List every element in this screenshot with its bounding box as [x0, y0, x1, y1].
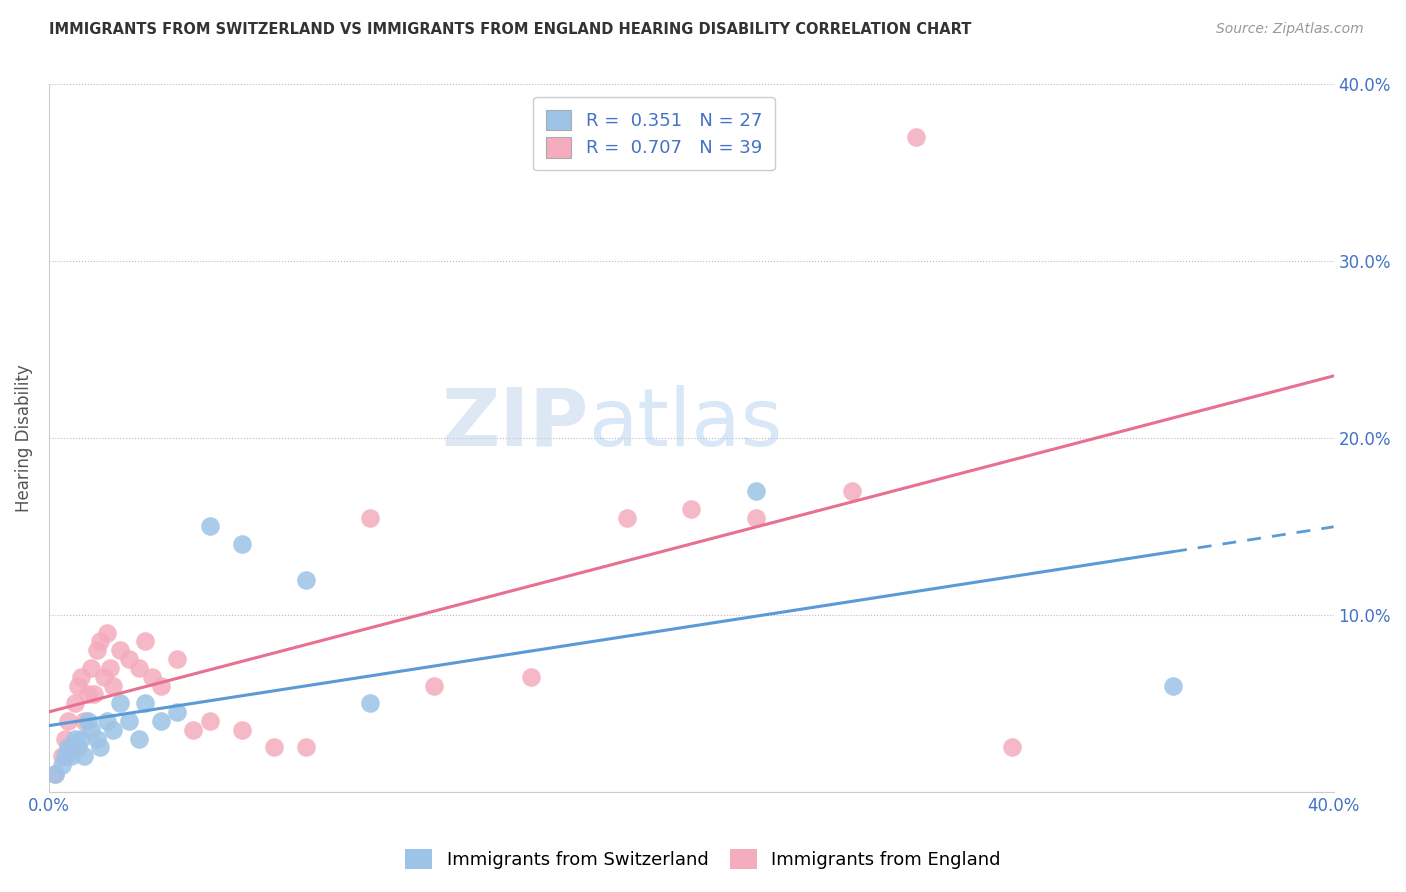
- Point: [96, 714, 118, 728]
- Point: [51, 758, 73, 772]
- Text: atlas: atlas: [589, 385, 783, 463]
- Point: [295, 573, 318, 587]
- Point: [93, 670, 115, 684]
- Legend: Immigrants from Switzerland, Immigrants from England: Immigrants from Switzerland, Immigrants …: [396, 839, 1010, 879]
- Point: [231, 537, 253, 551]
- Point: [616, 510, 638, 524]
- Point: [166, 652, 188, 666]
- Point: [63, 696, 86, 710]
- Point: [103, 679, 125, 693]
- Y-axis label: Hearing Disability: Hearing Disability: [15, 364, 32, 512]
- Point: [134, 634, 156, 648]
- Point: [128, 731, 150, 746]
- Point: [66, 679, 89, 693]
- Point: [83, 688, 105, 702]
- Point: [60, 740, 83, 755]
- Point: [1001, 740, 1024, 755]
- Point: [198, 519, 221, 533]
- Point: [66, 740, 89, 755]
- Point: [295, 740, 318, 755]
- Point: [73, 714, 96, 728]
- Point: [63, 731, 86, 746]
- Point: [76, 688, 98, 702]
- Point: [1161, 679, 1184, 693]
- Text: ZIP: ZIP: [441, 385, 589, 463]
- Point: [60, 749, 83, 764]
- Point: [58, 714, 80, 728]
- Point: [108, 643, 131, 657]
- Point: [744, 510, 766, 524]
- Text: Source: ZipAtlas.com: Source: ZipAtlas.com: [1216, 22, 1364, 37]
- Point: [96, 625, 118, 640]
- Point: [150, 714, 173, 728]
- Point: [141, 670, 163, 684]
- Point: [744, 484, 766, 499]
- Point: [58, 740, 80, 755]
- Point: [89, 740, 111, 755]
- Point: [183, 723, 205, 737]
- Point: [70, 670, 93, 684]
- Point: [841, 484, 863, 499]
- Point: [359, 696, 381, 710]
- Point: [118, 714, 141, 728]
- Point: [51, 749, 73, 764]
- Point: [89, 634, 111, 648]
- Point: [70, 731, 93, 746]
- Text: IMMIGRANTS FROM SWITZERLAND VS IMMIGRANTS FROM ENGLAND HEARING DISABILITY CORREL: IMMIGRANTS FROM SWITZERLAND VS IMMIGRANT…: [49, 22, 972, 37]
- Point: [519, 670, 541, 684]
- Point: [53, 731, 76, 746]
- Point: [86, 643, 108, 657]
- Point: [98, 661, 121, 675]
- Point: [263, 740, 285, 755]
- Point: [73, 749, 96, 764]
- Point: [231, 723, 253, 737]
- Point: [681, 501, 703, 516]
- Legend: R =  0.351   N = 27, R =  0.707   N = 39: R = 0.351 N = 27, R = 0.707 N = 39: [533, 97, 775, 170]
- Point: [108, 696, 131, 710]
- Point: [86, 731, 108, 746]
- Point: [166, 705, 188, 719]
- Point: [53, 749, 76, 764]
- Point: [118, 652, 141, 666]
- Point: [44, 767, 66, 781]
- Point: [103, 723, 125, 737]
- Point: [128, 661, 150, 675]
- Point: [134, 696, 156, 710]
- Point: [44, 767, 66, 781]
- Point: [198, 714, 221, 728]
- Point: [80, 723, 103, 737]
- Point: [423, 679, 446, 693]
- Point: [359, 510, 381, 524]
- Point: [80, 661, 103, 675]
- Point: [76, 714, 98, 728]
- Point: [150, 679, 173, 693]
- Point: [905, 130, 928, 145]
